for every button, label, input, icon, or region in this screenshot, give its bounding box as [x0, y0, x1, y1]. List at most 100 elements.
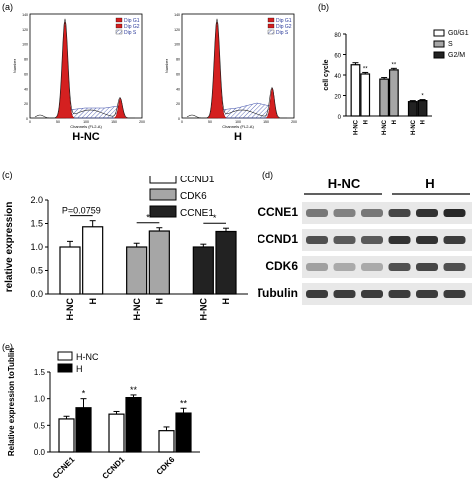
significance-mark: ** — [130, 385, 138, 395]
blot-band — [361, 290, 383, 298]
blot-band — [361, 209, 383, 217]
hist-ytick: 0 — [26, 117, 28, 121]
x-tick-label: H-NC — [132, 298, 142, 321]
significance-mark: * — [421, 94, 424, 100]
x-tick-label: H — [221, 298, 231, 305]
y-axis-label: relative expression — [4, 202, 15, 293]
blot-band — [333, 263, 356, 271]
x-tick-label: H — [392, 120, 398, 124]
legend-swatch-hnc — [57, 351, 73, 361]
legend-label: CCNE1 — [180, 208, 214, 219]
legend-label: Dip G2 — [124, 24, 140, 30]
legend-swatch-h — [57, 363, 73, 373]
annotation-text: P=0.0759 — [62, 206, 101, 216]
hist-ytick: 20 — [176, 102, 180, 106]
hist-xtick: 0 — [181, 120, 183, 124]
hist-ytick: 80 — [24, 58, 28, 62]
hist-xtick: 150 — [111, 120, 117, 124]
bar-h-ccne1 — [75, 407, 92, 453]
legend-swatch-dip-g1 — [115, 17, 123, 23]
blot-band — [388, 263, 411, 271]
y-tick-label: 0.0 — [34, 448, 46, 457]
x-tick-label: H-NC — [382, 119, 388, 135]
blot-band — [416, 209, 438, 217]
blot-band — [333, 290, 356, 298]
g1-peak — [55, 21, 75, 119]
annotation-text: * — [213, 213, 217, 223]
hist-ytick: 60 — [24, 72, 28, 76]
blot-band — [306, 263, 328, 271]
y-tick-label: 1.0 — [34, 395, 46, 404]
hist-ytick: 100 — [22, 43, 28, 47]
x-tick-label: H-NC — [65, 298, 75, 321]
blot-row-label-ccne1: CCNE1 — [258, 205, 298, 219]
bar-hnc-ccne1 — [58, 418, 75, 453]
legend-label: G2/M — [448, 52, 465, 59]
blot-strip — [302, 202, 472, 224]
y-tick-label: 60 — [334, 54, 341, 60]
histogram-envelope — [186, 18, 288, 119]
bar-ccne1-h — [215, 230, 237, 295]
x-tick-label: H — [154, 298, 164, 305]
panel-label-d: (d) — [262, 170, 273, 180]
hist-ytick: 80 — [176, 58, 180, 62]
blot-band — [416, 290, 438, 298]
legend-label: Dip S — [124, 30, 137, 36]
flow-cytometry-histograms: 0 20 40 60 80 100 120 140 0 50 100 150 200 Number Chan… — [12, 13, 297, 143]
legend-swatch-dip-s — [115, 29, 123, 35]
histogram-title: H — [234, 131, 242, 143]
hist-ytick: 120 — [22, 28, 28, 32]
hist-xtick: 200 — [139, 120, 145, 124]
bar-hnc-ccnd1 — [108, 413, 125, 453]
blot-group-h: H — [425, 176, 434, 191]
blot-band — [388, 209, 411, 217]
y-axis-label: Relative expression toTublin — [7, 348, 16, 456]
blot-band — [306, 290, 328, 298]
panel-label-b: (b) — [318, 2, 329, 12]
y-tick-label: 80 — [334, 33, 341, 39]
western-blot: H-NC H CCNE1 CCND1 CDK6 Tubulin — [258, 176, 472, 305]
bar-hnc-cdk6 — [158, 430, 175, 453]
x-tick-label: H-NC — [354, 119, 360, 135]
bar-g0g1-h-nc — [350, 64, 361, 117]
hist-ytick: 60 — [176, 72, 180, 76]
significance-mark: * — [82, 389, 86, 399]
blot-strip — [302, 283, 472, 305]
blot-band — [416, 236, 438, 244]
x-tick-label: CCND1 — [101, 455, 127, 481]
bar-s-h — [388, 69, 399, 117]
blot-row-label-ccnd1: CCND1 — [258, 232, 298, 246]
blot-row-label-tubulin: Tubulin — [258, 286, 298, 300]
bar-s-h-nc — [379, 78, 390, 117]
bar-cdk6-h — [148, 230, 170, 295]
bar-cdk6-h-nc — [126, 246, 148, 295]
significance-mark: ** — [363, 66, 368, 72]
legend-label: G0/G1 — [448, 30, 469, 37]
hist-xtick: 50 — [208, 120, 212, 124]
hist-ytick: 20 — [24, 102, 28, 106]
legend-label: S — [448, 41, 453, 48]
legend-label: Dip S — [276, 30, 289, 36]
g1-peak — [207, 21, 227, 119]
y-tick-label: 1.0 — [30, 242, 43, 252]
legend-label: H — [76, 364, 83, 374]
hist-xtick: 100 — [83, 120, 89, 124]
panel-label-e: (e) — [2, 342, 13, 352]
blot-band — [333, 209, 356, 217]
hist-ylabel: Number — [12, 58, 17, 73]
panel-label-a: (a) — [2, 2, 13, 12]
x-tick-label: H-NC — [411, 119, 417, 135]
legend-swatch-dip-g2 — [115, 23, 123, 29]
legend-swatch-g0g1 — [433, 29, 445, 37]
hist-xlabel: Channels (FL2-A) — [222, 124, 254, 129]
legend-label: Dip G2 — [276, 24, 292, 30]
legend-swatch-cdk6 — [149, 188, 177, 201]
legend-label: H-NC — [76, 352, 99, 362]
y-tick-label: 40 — [334, 74, 341, 80]
x-tick-label: CCNE1 — [51, 455, 77, 481]
hist-ytick: 40 — [176, 87, 180, 91]
blot-band — [388, 290, 411, 298]
blot-strip — [302, 256, 472, 278]
blot-band — [306, 209, 328, 217]
x-tick-label: H — [363, 120, 369, 124]
